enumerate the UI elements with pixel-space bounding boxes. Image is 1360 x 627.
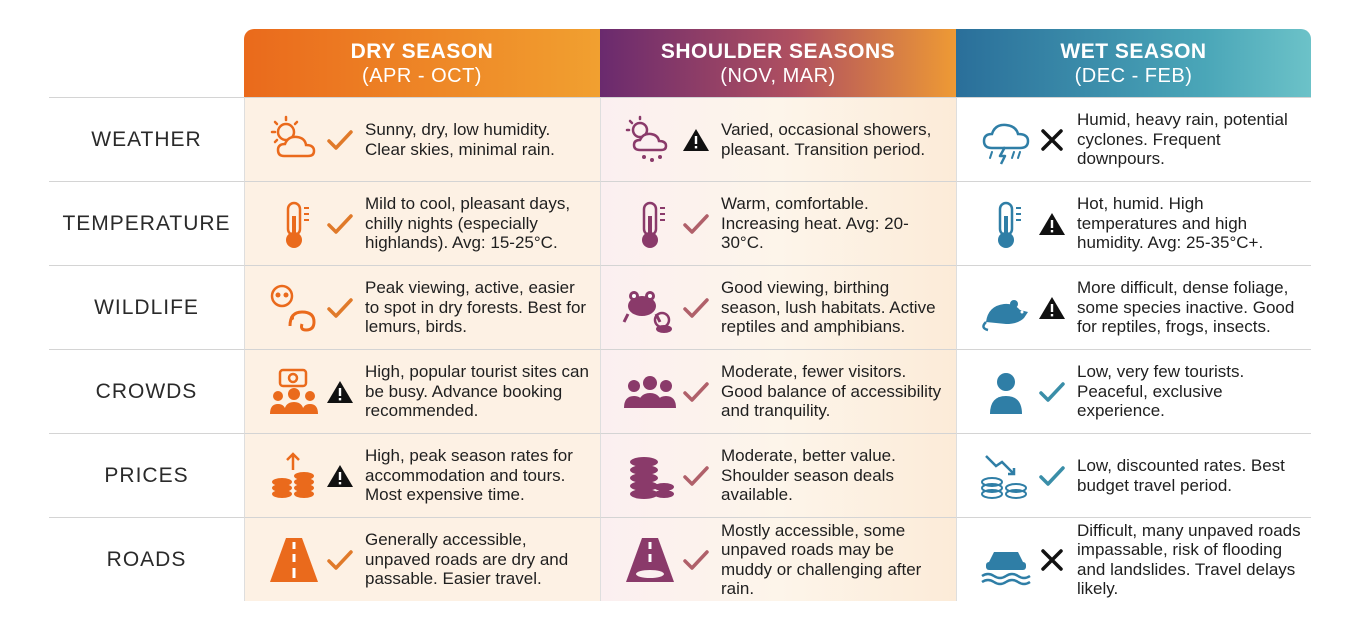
cell-weather-wet: Humid, heavy rain, potential cyclones. F…	[956, 97, 1311, 181]
cell-wildlife-dry: Peak viewing, active, easier to spot in …	[244, 265, 600, 349]
coins-down-icon	[975, 449, 1037, 503]
shoulder-seasons-title: SHOULDER SEASONS	[660, 39, 896, 63]
cell-wildlife-wet: More difficult, dense foliage, some spec…	[956, 265, 1311, 349]
cell-temperature-wet: Hot, humid. High temperatures and high h…	[956, 181, 1311, 265]
cell-text: Sunny, dry, low humidity. Clear skies, m…	[365, 120, 555, 159]
row-label-roads: ROADS	[49, 517, 244, 601]
check-icon	[681, 211, 711, 237]
cell-weather-dry: Sunny, dry, low humidity. Clear skies, m…	[244, 97, 600, 181]
person-icon	[975, 365, 1037, 419]
group-icon	[619, 365, 681, 419]
cell-text: High, peak season rates for accommodatio…	[365, 446, 573, 505]
coin-stack-icon	[619, 449, 681, 503]
header-shoulder-seasons: SHOULDER SEASONS (NOV, MAR)	[600, 29, 956, 97]
check-icon	[681, 547, 711, 573]
check-icon	[1037, 463, 1067, 489]
header-wet-season: WET SEASON (DEC - FEB)	[956, 29, 1311, 97]
cell-roads-shoulder: Mostly accessible, some unpaved roads ma…	[600, 517, 956, 601]
cell-weather-shoulder: Varied, occasional showers, pleasant. Tr…	[600, 97, 956, 181]
row-label-crowds: CROWDS	[49, 349, 244, 433]
cell-text: Low, very few tourists. Peaceful, exclus…	[1077, 362, 1245, 421]
check-icon	[1037, 379, 1067, 405]
rat-icon	[975, 281, 1037, 335]
cell-prices-wet: Low, discounted rates. Best budget trave…	[956, 433, 1311, 517]
cell-crowds-dry: High, popular tourist sites can be busy.…	[244, 349, 600, 433]
cell-temperature-dry: Mild to cool, pleasant days, chilly nigh…	[244, 181, 600, 265]
road-icon	[263, 533, 325, 587]
row-label-prices: PRICES	[49, 433, 244, 517]
frog-lemur-icon	[619, 281, 681, 335]
cross-icon	[1037, 127, 1067, 153]
dry-season-title: DRY SEASON	[350, 39, 494, 63]
check-icon	[325, 547, 355, 573]
cell-temperature-shoulder: Warm, comfortable. Increasing heat. Avg:…	[600, 181, 956, 265]
warning-icon	[1037, 211, 1067, 237]
cell-text: Varied, occasional showers, pleasant. Tr…	[721, 120, 932, 159]
cell-crowds-shoulder: Moderate, fewer visitors. Good balance o…	[600, 349, 956, 433]
check-icon	[681, 463, 711, 489]
shoulder-seasons-months: (NOV, MAR)	[720, 64, 836, 87]
cell-text: Moderate, fewer visitors. Good balance o…	[721, 362, 942, 421]
warning-icon	[1037, 295, 1067, 321]
wet-season-months: (DEC - FEB)	[1074, 64, 1193, 87]
flooded-car-icon	[975, 533, 1037, 587]
cell-text: Peak viewing, active, easier to spot in …	[365, 278, 587, 337]
cell-roads-dry: Generally accessible, unpaved roads are …	[244, 517, 600, 601]
lemur-chameleon-icon	[263, 281, 325, 335]
cell-text: Good viewing, birthing season, lush habi…	[721, 278, 936, 337]
row-label-temperature: TEMPERATURE	[49, 181, 244, 265]
row-label-wildlife: WILDLIFE	[49, 265, 244, 349]
cell-text: More difficult, dense foliage, some spec…	[1077, 278, 1295, 337]
wet-season-title: WET SEASON	[1060, 39, 1207, 63]
cell-crowds-wet: Low, very few tourists. Peaceful, exclus…	[956, 349, 1311, 433]
thermometer-icon	[619, 197, 681, 251]
thermometer-icon	[975, 197, 1037, 251]
cell-roads-wet: Difficult, many unpaved roads impassable…	[956, 517, 1311, 601]
cross-icon	[1037, 547, 1067, 573]
cell-text: Moderate, better value. Shoulder season …	[721, 446, 896, 505]
warning-icon	[325, 463, 355, 489]
muddy-road-icon	[619, 533, 681, 587]
storm-cloud-icon	[975, 113, 1037, 167]
check-icon	[681, 295, 711, 321]
thermometer-icon	[263, 197, 325, 251]
warning-icon	[681, 127, 711, 153]
check-icon	[325, 127, 355, 153]
camera-crowd-icon	[263, 365, 325, 419]
warning-icon	[325, 379, 355, 405]
cell-text: Low, discounted rates. Best budget trave…	[1077, 456, 1285, 495]
cell-text: Generally accessible, unpaved roads are …	[365, 530, 569, 589]
comparison-table: DRY SEASON (APR - OCT) SHOULDER SEASONS …	[49, 29, 1311, 601]
check-icon	[325, 211, 355, 237]
cell-text: High, popular tourist sites can be busy.…	[365, 362, 589, 421]
cell-text: Mostly accessible, some unpaved roads ma…	[721, 520, 922, 599]
check-icon	[681, 379, 711, 405]
dry-season-months: (APR - OCT)	[362, 64, 482, 87]
cell-prices-shoulder: Moderate, better value. Shoulder season …	[600, 433, 956, 517]
sun-cloud-icon	[263, 113, 325, 167]
cell-text: Humid, heavy rain, potential cyclones. F…	[1077, 110, 1288, 169]
cell-wildlife-shoulder: Good viewing, birthing season, lush habi…	[600, 265, 956, 349]
cell-text: Mild to cool, pleasant days, chilly nigh…	[365, 194, 571, 253]
header-dry-season: DRY SEASON (APR - OCT)	[244, 29, 600, 97]
cell-text: Difficult, many unpaved roads impassable…	[1077, 520, 1301, 599]
check-icon	[325, 295, 355, 321]
cell-prices-dry: High, peak season rates for accommodatio…	[244, 433, 600, 517]
cell-text: Warm, comfortable. Increasing heat. Avg:…	[721, 194, 909, 253]
sun-cloud-rain-icon	[619, 113, 681, 167]
coins-up-icon	[263, 449, 325, 503]
cell-text: Hot, humid. High temperatures and high h…	[1077, 194, 1264, 253]
row-label-weather: WEATHER	[49, 97, 244, 181]
header-blank	[49, 29, 244, 97]
